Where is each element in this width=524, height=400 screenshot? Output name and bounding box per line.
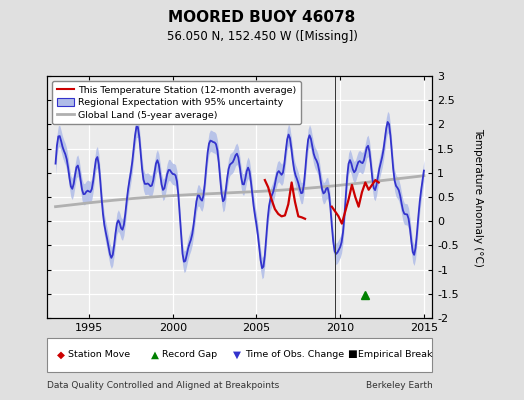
Text: 56.050 N, 152.450 W ([Missing]): 56.050 N, 152.450 W ([Missing]) <box>167 30 357 43</box>
Text: MOORED BUOY 46078: MOORED BUOY 46078 <box>168 10 356 25</box>
Text: ◆: ◆ <box>57 349 64 359</box>
Text: Station Move: Station Move <box>68 350 130 359</box>
Text: ■: ■ <box>347 349 357 359</box>
Text: ▲: ▲ <box>151 349 159 359</box>
Y-axis label: Temperature Anomaly (°C): Temperature Anomaly (°C) <box>473 128 483 266</box>
Text: Time of Obs. Change: Time of Obs. Change <box>245 350 344 359</box>
Text: Berkeley Earth: Berkeley Earth <box>366 381 432 390</box>
Text: ▼: ▼ <box>233 349 241 359</box>
Text: Empirical Break: Empirical Break <box>358 350 433 359</box>
Text: Record Gap: Record Gap <box>162 350 217 359</box>
Text: Data Quality Controlled and Aligned at Breakpoints: Data Quality Controlled and Aligned at B… <box>47 381 279 390</box>
Legend: This Temperature Station (12-month average), Regional Expectation with 95% uncer: This Temperature Station (12-month avera… <box>52 81 301 124</box>
